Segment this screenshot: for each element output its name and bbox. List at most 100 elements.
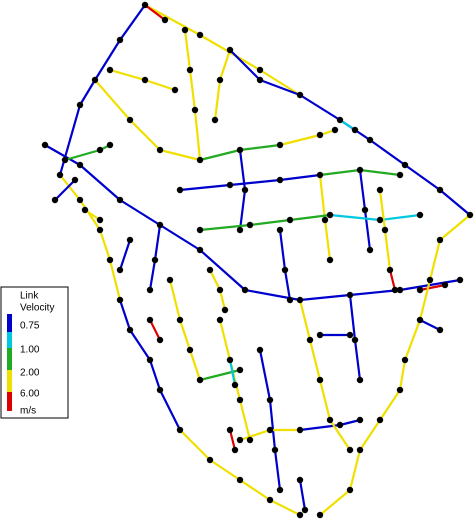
junction — [61, 156, 69, 164]
junction — [316, 331, 324, 339]
junction — [216, 316, 224, 324]
junction — [296, 426, 304, 434]
pipe — [329, 419, 351, 451]
legend-swatch — [7, 314, 12, 332]
pipe — [44, 144, 246, 291]
junction — [151, 256, 159, 264]
junction — [96, 226, 104, 234]
junction — [276, 176, 284, 184]
junction — [96, 146, 104, 154]
junction — [81, 206, 89, 214]
junction — [51, 196, 59, 204]
junction — [336, 421, 344, 429]
junction — [416, 211, 424, 219]
junction — [466, 211, 474, 219]
pipe — [94, 79, 161, 151]
junction — [396, 286, 404, 294]
junction — [286, 216, 294, 224]
pipe — [179, 173, 321, 192]
junction — [191, 106, 199, 114]
junction — [186, 66, 194, 74]
legend-title: Velocity — [20, 303, 54, 314]
pipe — [279, 128, 336, 147]
junction — [436, 186, 444, 194]
junction — [356, 416, 364, 424]
junction — [56, 171, 64, 179]
junction — [141, 76, 149, 84]
pipe — [159, 148, 201, 162]
junction — [356, 376, 364, 384]
junction — [156, 146, 164, 154]
pipe — [298, 299, 332, 421]
junction — [351, 126, 359, 134]
pipe-network — [41, 1, 474, 519]
junction — [206, 456, 214, 464]
junction — [376, 186, 384, 194]
junction — [91, 76, 99, 84]
junction — [126, 236, 134, 244]
junction — [266, 496, 274, 504]
pipe — [388, 269, 397, 291]
junction — [76, 196, 84, 204]
junction — [116, 196, 124, 204]
junction — [141, 1, 149, 9]
junction — [306, 336, 314, 344]
junction — [76, 161, 84, 169]
junction — [326, 256, 334, 264]
junction — [196, 156, 204, 164]
junction — [181, 26, 189, 34]
junction — [116, 266, 124, 274]
legend-swatch — [7, 392, 12, 411]
junction — [376, 216, 384, 224]
pipe — [213, 49, 232, 121]
junction — [146, 316, 154, 324]
junction — [196, 226, 204, 234]
pipe — [298, 479, 307, 511]
junction — [41, 141, 49, 149]
junction — [106, 66, 114, 74]
junction — [331, 126, 339, 134]
junction — [281, 266, 289, 274]
junction — [286, 296, 294, 304]
junction — [381, 226, 389, 234]
junction — [226, 46, 234, 54]
junction — [236, 226, 244, 234]
junction — [356, 446, 364, 454]
junction — [196, 246, 204, 254]
junction — [166, 276, 174, 284]
junction — [356, 166, 364, 174]
legend-break: 2.00 — [20, 368, 40, 379]
junction — [146, 286, 154, 294]
junction — [76, 101, 84, 109]
junction — [396, 171, 404, 179]
junction — [376, 416, 384, 424]
junction — [416, 316, 424, 324]
junction — [346, 446, 354, 454]
junction — [276, 486, 284, 494]
junction — [436, 236, 444, 244]
junction — [71, 176, 79, 184]
junction — [241, 286, 249, 294]
junction — [346, 486, 354, 494]
pipe — [228, 429, 237, 451]
junction — [196, 31, 204, 39]
junction — [156, 336, 164, 344]
pipe — [199, 213, 331, 232]
junction — [256, 76, 264, 84]
junction — [146, 356, 154, 364]
junction — [296, 511, 304, 519]
junction — [321, 216, 329, 224]
junction — [266, 426, 274, 434]
junction — [326, 416, 334, 424]
junction — [276, 226, 284, 234]
pipe — [258, 349, 282, 491]
junction — [236, 436, 244, 444]
legend-title: Link — [20, 291, 39, 302]
pipe — [398, 214, 471, 391]
junction — [436, 326, 444, 334]
junction — [236, 396, 244, 404]
pipe — [419, 283, 446, 292]
junction — [116, 296, 124, 304]
pipe — [54, 179, 76, 201]
junction — [126, 326, 134, 334]
